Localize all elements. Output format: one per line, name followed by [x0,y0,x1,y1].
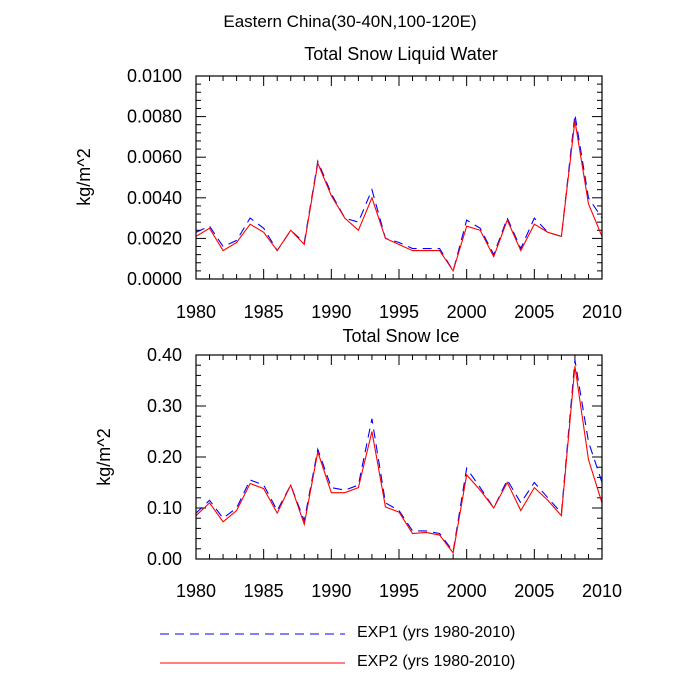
panel1-title: Total Snow Liquid Water [304,44,497,64]
panel1-y-tick-label: 0.0080 [127,107,182,127]
panel1-x-tick-label: 1995 [379,302,419,322]
panel1-y-tick-label: 0.0100 [127,66,182,86]
panel2-x-tick-label: 2010 [582,581,622,601]
panel1-series-exp2-line [196,120,602,273]
panel2-x-tick-label: 1985 [244,581,284,601]
panel2-y-tick-label: 0.20 [147,447,182,467]
panel1-series-exp1-line [196,114,602,273]
panel1-plot-frame [195,75,603,280]
panel1-y-tick-label: 0.0040 [127,188,182,208]
panel1-y-tick-label: 0.0000 [127,269,182,289]
panel1-x-tick-label: 2000 [447,302,487,322]
panel2-y-axis-label: kg/m^2 [94,428,114,485]
panel2-x-tick-label: 1990 [311,581,351,601]
panel2-series-exp2-line [196,366,602,555]
panel1-y-tick-label: 0.0060 [127,147,182,167]
panel2-y-tick-label: 0.30 [147,396,182,416]
panel2-y-tick-label: 0.00 [147,549,182,569]
panel1-y-tick-label: 0.0020 [127,228,182,248]
panel2-series-exp1-line [196,360,602,553]
figure-suptitle: Eastern China(30-40N,100-120E) [223,12,477,31]
panel2-x-tick-label: 2005 [514,581,554,601]
panel2-plot-frame [195,354,603,560]
panel1-x-tick-label: 2005 [514,302,554,322]
panel1-x-tick-label: 1980 [176,302,216,322]
panel1-x-tick-label: 1985 [244,302,284,322]
panel2-title: Total Snow Ice [342,326,459,346]
panel2-y-tick-label: 0.10 [147,498,182,518]
panel2-x-tick-label: 1995 [379,581,419,601]
legend-label-exp1: EXP1 (yrs 1980-2010) [357,624,516,641]
panel1-x-tick-label: 2010 [582,302,622,322]
legend-label-exp2: EXP2 (yrs 1980-2010) [357,653,516,670]
panel2-x-tick-label: 2000 [447,581,487,601]
panel1-x-tick-label: 1990 [311,302,351,322]
panel2-y-tick-label: 0.40 [147,345,182,365]
panel1-y-axis-label: kg/m^2 [74,148,94,205]
panel2-x-tick-label: 1980 [176,581,216,601]
